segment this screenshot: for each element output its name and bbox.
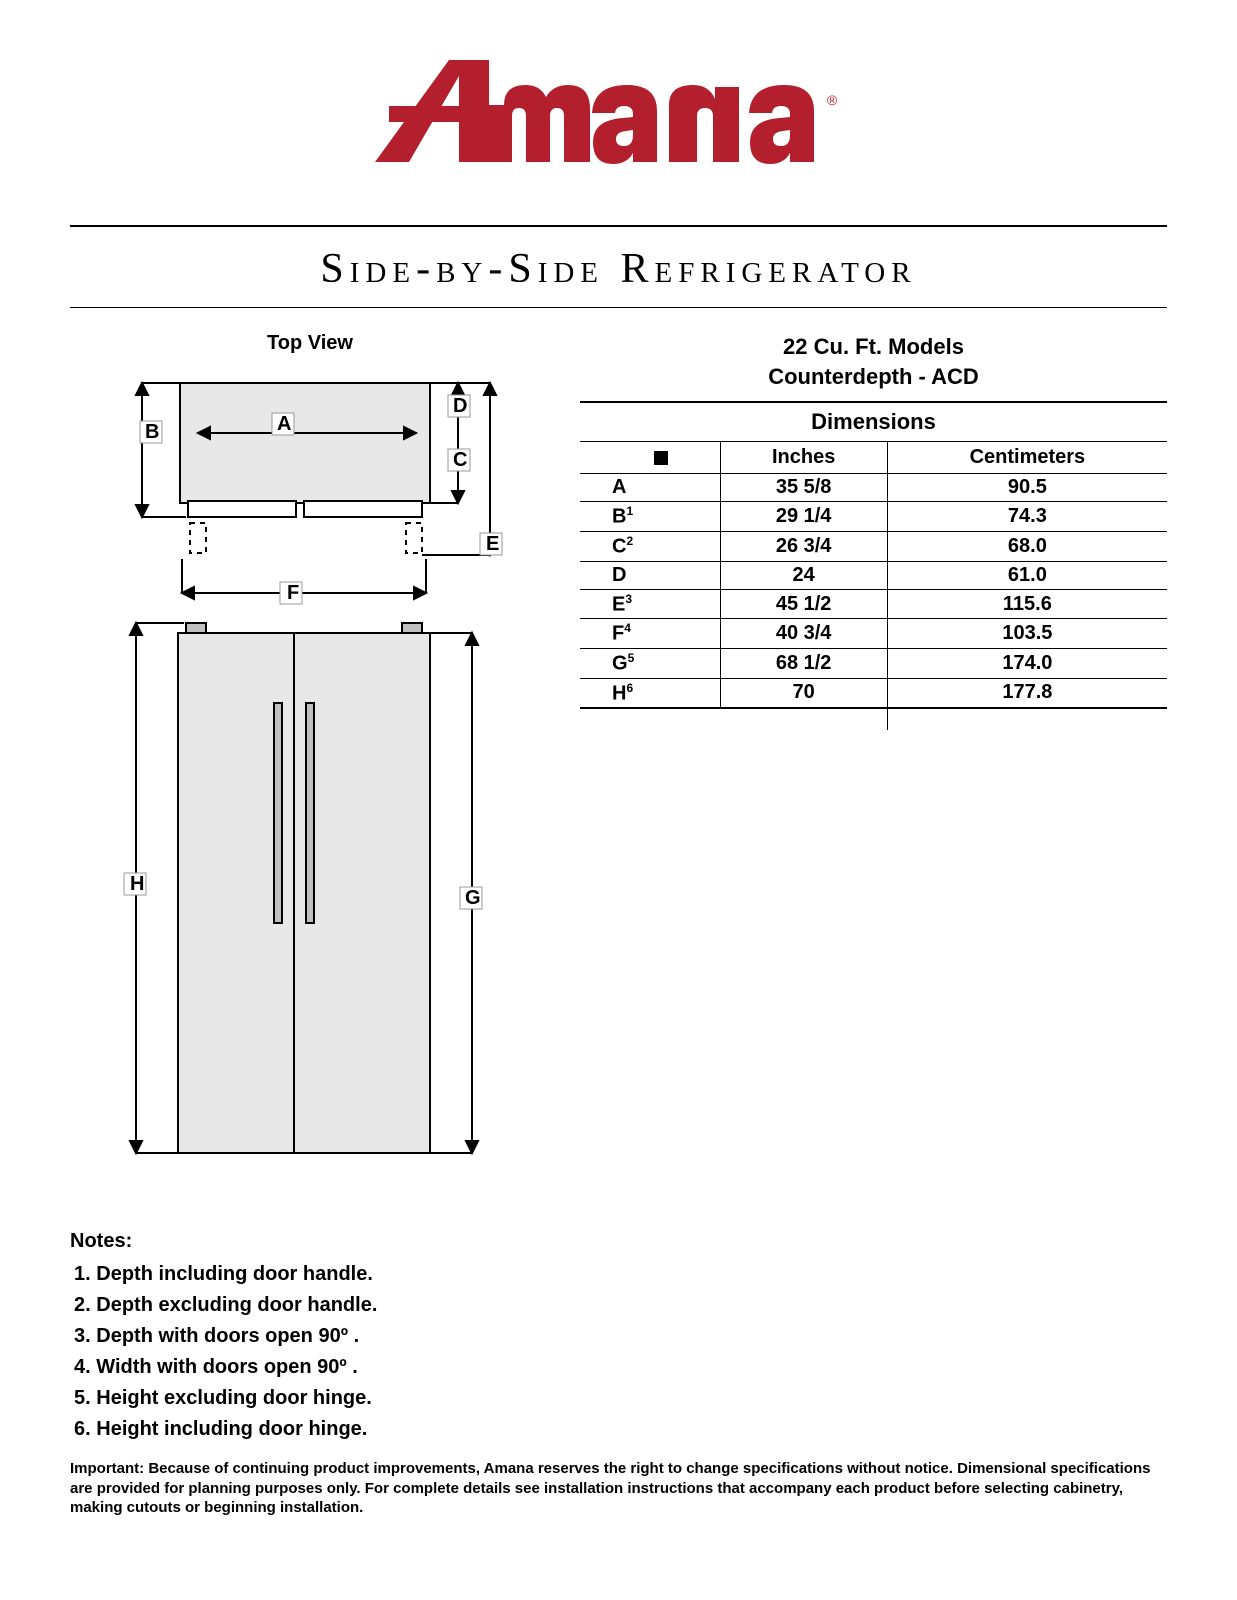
model-line1: 22 Cu. Ft. Models xyxy=(783,334,964,359)
model-heading: 22 Cu. Ft. Models Counterdepth - ACD xyxy=(580,332,1167,391)
table-row: A35 5/890.5 xyxy=(580,474,1167,502)
dim-label: D xyxy=(580,561,720,589)
dim-inches: 26 3/4 xyxy=(720,532,887,562)
svg-text:H: H xyxy=(130,873,144,895)
dimension-diagram: B A D C E F H G xyxy=(70,363,550,1193)
note-item: Depth excluding door handle. xyxy=(74,1290,1167,1321)
notes-heading: Notes: xyxy=(70,1226,1167,1257)
dim-inches: 29 1/4 xyxy=(720,502,887,532)
dim-inches: 40 3/4 xyxy=(720,619,887,649)
dimensions-table: Dimensions Inches Centimeters A35 5/890.… xyxy=(580,401,1167,730)
disclaimer-text: Important: Because of continuing product… xyxy=(70,1459,1167,1518)
note-item: Depth including door handle. xyxy=(74,1259,1167,1290)
dim-cm: 74.3 xyxy=(887,502,1167,532)
col-cm: Centimeters xyxy=(887,442,1167,474)
diagram-top-label: Top View xyxy=(70,332,550,355)
table-row: C226 3/468.0 xyxy=(580,532,1167,562)
note-item: Height excluding door hinge. xyxy=(74,1383,1167,1414)
dim-cm: 68.0 xyxy=(887,532,1167,562)
svg-text:®: ® xyxy=(827,92,838,108)
dim-inches: 68 1/2 xyxy=(720,649,887,679)
notes-list: Depth including door handle. Depth exclu… xyxy=(70,1259,1167,1445)
svg-text:A: A xyxy=(277,413,291,435)
table-row: G568 1/2174.0 xyxy=(580,649,1167,679)
dim-inches: 35 5/8 xyxy=(720,474,887,502)
page-title: Side-by-Side Refrigerator xyxy=(70,245,1167,293)
table-row: D2461.0 xyxy=(580,561,1167,589)
rule-mid xyxy=(70,307,1167,308)
dim-label: E3 xyxy=(580,589,720,619)
dim-cm: 103.5 xyxy=(887,619,1167,649)
svg-text:D: D xyxy=(453,395,467,417)
svg-text:B: B xyxy=(145,421,159,443)
model-line2: Counterdepth - ACD xyxy=(768,364,979,389)
dim-cm: 61.0 xyxy=(887,561,1167,589)
dim-cm: 177.8 xyxy=(887,678,1167,708)
dim-label: F4 xyxy=(580,619,720,649)
note-item: Depth with doors open 90º . xyxy=(74,1321,1167,1352)
col-symbol xyxy=(580,442,720,474)
dim-label: H6 xyxy=(580,678,720,708)
dim-label: B1 xyxy=(580,502,720,532)
table-row: B129 1/474.3 xyxy=(580,502,1167,532)
note-item: Width with doors open 90º . xyxy=(74,1352,1167,1383)
table-row: F440 3/4103.5 xyxy=(580,619,1167,649)
brand-logo: ® xyxy=(70,50,1167,185)
dim-inches: 45 1/2 xyxy=(720,589,887,619)
svg-text:G: G xyxy=(465,887,481,909)
svg-text:C: C xyxy=(453,449,467,471)
svg-text:E: E xyxy=(486,533,499,555)
dim-label: C2 xyxy=(580,532,720,562)
note-item: Height including door hinge. xyxy=(74,1414,1167,1445)
dim-label: G5 xyxy=(580,649,720,679)
notes-section: Notes: Depth including door handle. Dept… xyxy=(70,1226,1167,1445)
col-inches: Inches xyxy=(720,442,887,474)
dim-cm: 90.5 xyxy=(887,474,1167,502)
svg-text:F: F xyxy=(287,582,299,604)
dim-inches: 24 xyxy=(720,561,887,589)
dim-inches: 70 xyxy=(720,678,887,708)
table-row: E345 1/2115.6 xyxy=(580,589,1167,619)
dim-label: A xyxy=(580,474,720,502)
dim-cm: 115.6 xyxy=(887,589,1167,619)
dim-cm: 174.0 xyxy=(887,649,1167,679)
table-section-title: Dimensions xyxy=(580,402,1167,442)
rule-top xyxy=(70,225,1167,227)
table-row: H670177.8 xyxy=(580,678,1167,708)
